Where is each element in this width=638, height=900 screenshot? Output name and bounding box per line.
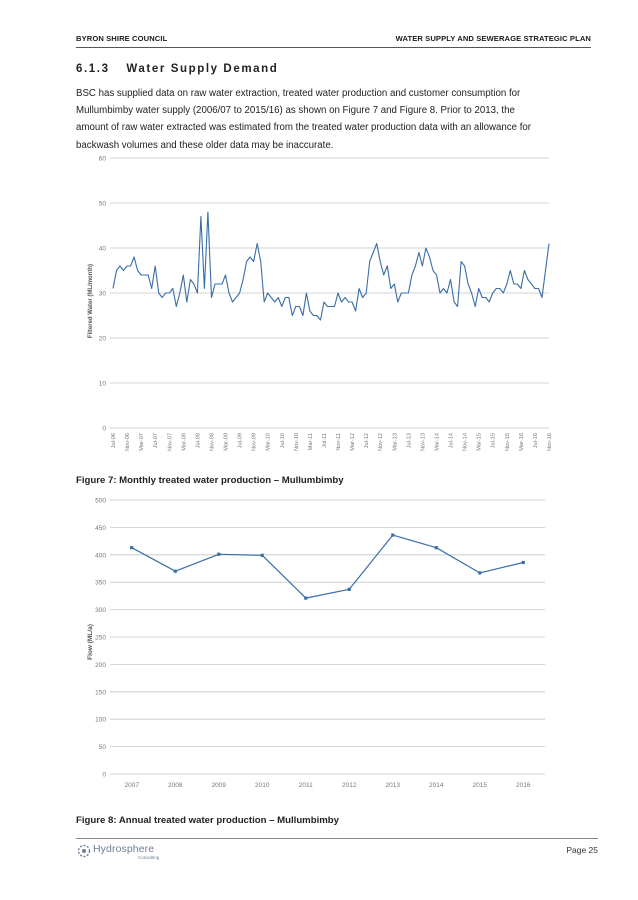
x-tick-label: Nov-06 — [125, 433, 131, 451]
x-tick-label: Nov-16 — [547, 433, 553, 451]
x-tick-label: Jul-06 — [111, 433, 117, 448]
page-number: Page 25 — [566, 845, 598, 855]
x-tick-label: Jul-15 — [491, 433, 497, 448]
section-title: Water Supply Demand — [126, 63, 279, 75]
y-tick-label: 20 — [99, 336, 107, 343]
header-organisation: BYRON SHIRE COUNCIL — [76, 34, 168, 43]
y-tick-label: 400 — [95, 552, 106, 559]
x-tick-label: 2009 — [212, 782, 227, 789]
body-paragraph: BSC has supplied data on raw water extra… — [76, 85, 596, 154]
series-line — [112, 211, 550, 321]
x-tick-label: Mar-13 — [392, 433, 398, 451]
section-number: 6.1.3 — [76, 63, 110, 75]
y-tick-label: 450 — [95, 525, 106, 532]
y-tick-label: 30 — [99, 291, 107, 298]
paragraph-line: Mullumbimby water supply (2006/07 to 201… — [76, 105, 515, 117]
data-point — [391, 533, 395, 537]
y-tick-label: 350 — [95, 580, 106, 587]
footer-divider — [76, 838, 598, 839]
x-tick-label: Nov-08 — [209, 433, 215, 451]
y-tick-label: 50 — [99, 201, 107, 208]
x-tick-label: 2014 — [429, 782, 444, 789]
hydrosphere-logo: Hydrosphere Consulting — [76, 840, 176, 862]
x-tick-label: Jul-09 — [238, 433, 244, 448]
x-tick-label: Mar-12 — [350, 433, 356, 451]
figure-8-caption: Figure 8: Annual treated water productio… — [76, 815, 339, 826]
data-point — [521, 560, 525, 565]
y-tick-label: 0 — [102, 772, 106, 779]
x-tick-label: 2011 — [299, 782, 313, 789]
y-tick-label: 0 — [102, 426, 106, 433]
series-line — [131, 534, 524, 599]
y-tick-label: 200 — [95, 662, 106, 669]
x-tick-label: Nov-09 — [252, 433, 258, 451]
logo-subtext: Consulting — [138, 855, 160, 860]
x-tick-label: Nov-13 — [420, 433, 426, 451]
x-tick-label: Nov-14 — [463, 433, 469, 451]
data-point — [260, 553, 264, 557]
x-tick-label: Mar-14 — [434, 433, 440, 451]
y-tick-label: 500 — [95, 498, 106, 505]
x-tick-label: Jul-08 — [195, 433, 201, 448]
data-point — [478, 571, 482, 575]
x-tick-label: Nov-10 — [294, 433, 300, 451]
x-tick-label: 2015 — [473, 782, 488, 789]
header-document-title: WATER SUPPLY AND SEWERAGE STRATEGIC PLAN — [395, 34, 591, 43]
data-point — [347, 587, 351, 591]
page-header: BYRON SHIRE COUNCIL WATER SUPPLY AND SEW… — [76, 34, 591, 48]
x-tick-label: 2016 — [516, 782, 531, 789]
x-tick-label: Jul-07 — [153, 433, 159, 448]
x-tick-label: Jul-16 — [533, 433, 539, 448]
x-tick-label: Nov-07 — [167, 433, 173, 451]
y-tick-label: 300 — [95, 607, 106, 614]
paragraph-line: backwash volumes and these older data ma… — [76, 139, 334, 151]
header-divider — [76, 47, 591, 48]
x-tick-label: Mar-15 — [477, 433, 483, 451]
annual-production-chart: 0 50 100 150 200 250 300 350 400 450 500 2007 2008 20… — [87, 498, 545, 789]
x-tick-label: Nov-15 — [505, 433, 511, 451]
x-tick-label: Mar-09 — [224, 433, 230, 451]
x-tick-label: Nov-12 — [378, 433, 384, 451]
x-tick-label: Nov-11 — [336, 433, 342, 451]
data-point — [434, 546, 438, 550]
data-point — [304, 596, 308, 600]
x-tick-label: Jul-13 — [406, 433, 412, 448]
y-tick-label: 10 — [99, 381, 107, 388]
paragraph-line: amount of raw water extracted was estima… — [76, 122, 532, 134]
y-tick-label: 100 — [95, 717, 106, 724]
data-point — [217, 552, 221, 556]
x-tick-label: Mar-10 — [266, 433, 272, 451]
y-axis-label: Flow (ML/a) — [87, 624, 94, 660]
x-tick-label: 2013 — [386, 782, 401, 789]
y-tick-label: 250 — [95, 635, 106, 642]
x-tick-label: Jul-14 — [449, 433, 455, 448]
x-tick-label: 2010 — [255, 782, 270, 789]
data-point — [130, 546, 134, 550]
x-tick-label: 2012 — [342, 782, 357, 789]
x-tick-label: Jul-11 — [322, 433, 328, 448]
monthly-production-chart: 0 10 20 30 40 50 60 Jul-06 Nov-06 Mar-07 Jul-07 Nov… — [88, 156, 553, 452]
x-tick-label: Mar-08 — [181, 433, 187, 451]
x-tick-label: Mar-11 — [308, 433, 314, 450]
logo-icon — [77, 844, 91, 858]
x-tick-label: 2008 — [168, 782, 183, 789]
x-tick-label: Mar-07 — [139, 433, 145, 451]
y-tick-label: 60 — [99, 156, 107, 163]
y-tick-label: 150 — [95, 689, 106, 696]
paragraph-line: BSC has supplied data on raw water extra… — [76, 88, 521, 99]
data-point — [173, 569, 177, 573]
x-tick-label: Mar-16 — [519, 433, 525, 451]
x-tick-label: Jul-10 — [280, 433, 286, 448]
x-tick-label: 2007 — [125, 782, 140, 789]
x-tick-label: Jul-12 — [364, 433, 370, 448]
y-tick-label: 50 — [99, 744, 107, 751]
logo-text: Hydrosphere — [93, 843, 155, 855]
y-tick-label: 40 — [99, 246, 107, 253]
section-heading: 6.1.3 Water Supply Demand — [76, 63, 278, 75]
y-axis-label: Filtered Water (ML/month) — [88, 264, 94, 338]
figure-7-caption: Figure 7: Monthly treated water producti… — [76, 475, 344, 486]
